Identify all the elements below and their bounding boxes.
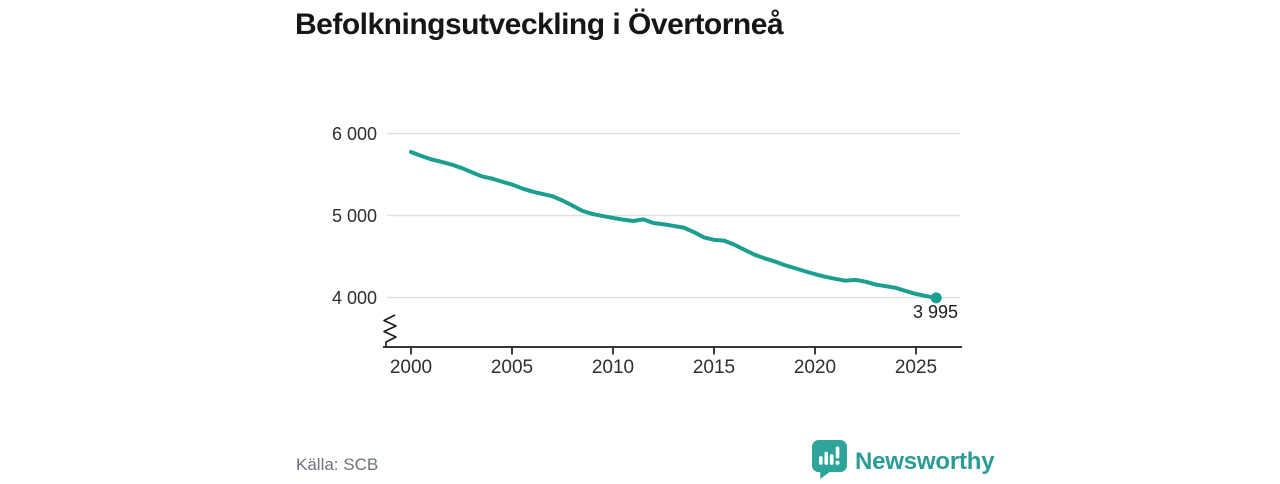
y-axis-label-4000: 4 000 xyxy=(331,288,377,308)
newsworthy-bubble-chart-icon xyxy=(812,440,847,484)
x-axis-label-2020: 2020 xyxy=(793,357,837,378)
x-axis-label-2025: 2025 xyxy=(894,357,938,378)
x-axis-label-2000: 2000 xyxy=(389,357,433,378)
newsworthy-wordmark: Newsworthy xyxy=(855,448,995,475)
x-axis-label-2005: 2005 xyxy=(490,357,534,378)
source-caption: Källa: SCB xyxy=(296,455,379,474)
x-axis-label-2015: 2015 xyxy=(692,357,736,378)
y-axis-label-5000: 5 000 xyxy=(331,206,377,226)
newsworthy-logo: Newsworthy xyxy=(812,440,995,484)
last-value-label: 3 995 xyxy=(912,302,958,322)
chart-title: Befolkningsutveckling i Övertorneå xyxy=(295,8,784,41)
x-axis-label-2010: 2010 xyxy=(591,357,635,378)
y-axis-label-6000: 6 000 xyxy=(331,124,377,144)
